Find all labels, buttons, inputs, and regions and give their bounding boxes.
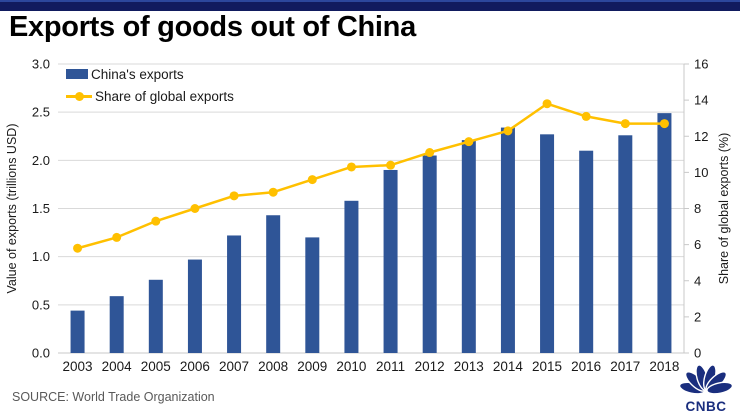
- x-axis-tick-label: 2004: [102, 359, 133, 374]
- source-caption: SOURCE: World Trade Organization: [12, 390, 215, 404]
- x-axis-tick-label: 2007: [219, 359, 249, 374]
- x-axis-tick-label: 2018: [649, 359, 679, 374]
- x-axis-tick-label: 2006: [180, 359, 210, 374]
- point-2016: [581, 111, 591, 121]
- x-axis-tick-label: 2011: [376, 359, 405, 374]
- right-axis-tick-label: 10: [694, 165, 708, 180]
- bar-2008: [266, 215, 281, 353]
- right-axis-tick-label: 14: [694, 93, 708, 108]
- left-axis-tick-label: 2.0: [32, 153, 50, 168]
- bar-2013: [461, 140, 476, 353]
- x-axis-tick-label: 2017: [610, 359, 640, 374]
- top-banner: [0, 0, 740, 11]
- left-axis-tick-label: 0.5: [32, 297, 50, 312]
- bar-2007: [227, 235, 242, 353]
- point-2015: [542, 99, 552, 109]
- point-2008: [268, 187, 278, 197]
- bar-2014: [500, 127, 515, 353]
- peacock-feather: [706, 381, 734, 395]
- x-axis-tick-label: 2012: [415, 359, 445, 374]
- point-2005: [151, 216, 161, 226]
- point-2014: [503, 126, 513, 136]
- chart-legend: China's exports Share of global exports: [66, 63, 234, 107]
- bar-2010: [344, 200, 359, 353]
- legend-label: China's exports: [91, 66, 184, 82]
- bar-2017: [618, 135, 633, 353]
- legend-item-bar-series: China's exports: [66, 63, 234, 85]
- x-axis-tick-label: 2015: [532, 359, 562, 374]
- point-2009: [307, 175, 317, 185]
- point-2018: [659, 119, 669, 129]
- left-axis-tick-label: 0.0: [32, 346, 50, 361]
- peacock-icon: CNBC: [678, 364, 734, 414]
- bar-2015: [540, 134, 555, 353]
- line-swatch-icon: [66, 91, 92, 101]
- bar-2011: [383, 169, 398, 353]
- legend-item-line-series: Share of global exports: [66, 85, 234, 107]
- left-axis-tick-label: 1.5: [32, 201, 50, 216]
- x-axis-tick-label: 2016: [571, 359, 601, 374]
- point-2004: [112, 232, 122, 242]
- right-axis-tick-label: 6: [694, 237, 701, 252]
- bar-2006: [187, 259, 202, 353]
- left-axis-tick-label: 3.0: [32, 57, 50, 72]
- x-axis-tick-label: 2005: [141, 359, 171, 374]
- right-axis-tick-label: 8: [694, 201, 701, 216]
- left-axis-title: Value of exports (trillions USD): [5, 124, 19, 294]
- right-axis-tick-label: 16: [694, 57, 708, 72]
- point-2010: [346, 162, 356, 172]
- x-axis-tick-label: 2003: [63, 359, 93, 374]
- share-line: [77, 102, 665, 250]
- right-axis-tick-label: 2: [694, 309, 701, 324]
- point-2006: [190, 204, 200, 213]
- x-axis-tick-label: 2008: [258, 359, 288, 374]
- chart-title: Exports of goods out of China: [9, 11, 416, 43]
- point-2013: [464, 137, 474, 147]
- bar-2009: [305, 237, 320, 353]
- x-axis-tick-label: 2013: [454, 359, 484, 374]
- point-2012: [425, 148, 435, 158]
- bar-2004: [109, 296, 124, 353]
- bar-2003: [70, 310, 85, 353]
- point-2017: [620, 119, 630, 129]
- point-2007: [229, 191, 239, 201]
- right-axis-tick-label: 12: [694, 129, 708, 144]
- left-axis-tick-label: 1.0: [32, 249, 50, 264]
- x-axis-tick-label: 2014: [493, 359, 524, 374]
- bar-swatch-icon: [66, 69, 88, 79]
- bar-2016: [579, 150, 594, 353]
- point-2003: [73, 243, 83, 253]
- cnbc-logo: CNBC: [677, 364, 735, 414]
- right-axis-tick-label: 4: [694, 273, 701, 288]
- x-axis-tick-label: 2010: [336, 359, 366, 374]
- right-axis-title: Share of global exports (%): [717, 133, 731, 284]
- right-axis-tick-label: 0: [694, 346, 701, 361]
- left-axis-tick-label: 2.5: [32, 105, 50, 120]
- bar-2012: [422, 155, 437, 353]
- bar-2005: [148, 279, 163, 353]
- x-axis-tick-label: 2009: [297, 359, 327, 374]
- bar-2018: [657, 113, 672, 353]
- legend-label: Share of global exports: [95, 88, 234, 104]
- logo-wordmark: CNBC: [686, 399, 727, 414]
- point-2011: [386, 160, 396, 170]
